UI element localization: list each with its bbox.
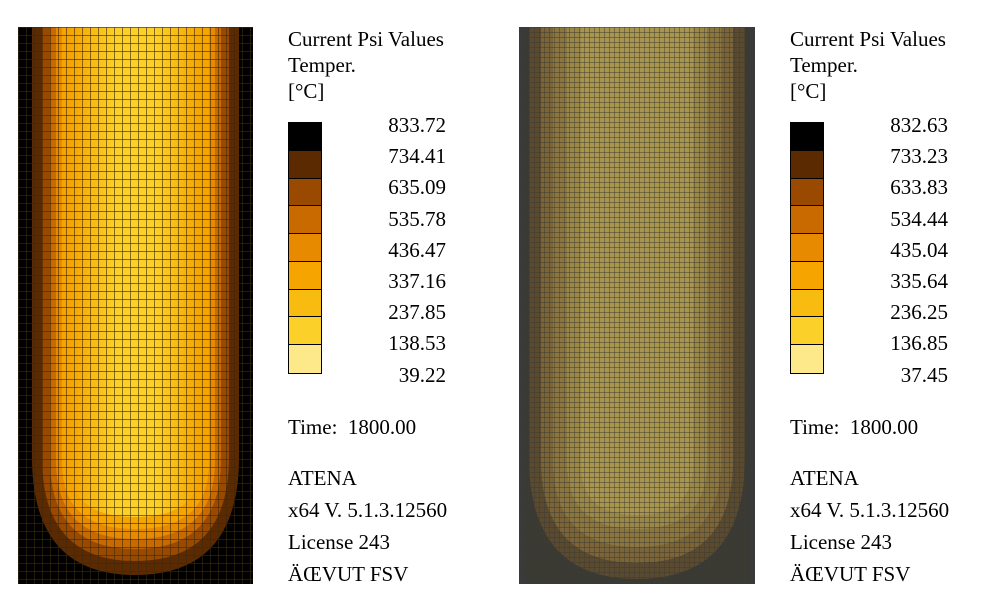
scale-value: 335.64 xyxy=(890,268,948,293)
legend-title: Current Psi Values Temper. [°C] xyxy=(288,26,498,104)
license-text: License 243 xyxy=(790,530,893,554)
temperature-field-plot-right xyxy=(519,27,755,584)
scale-value: 236.25 xyxy=(890,300,948,325)
time-value: 1800.00 xyxy=(849,415,919,439)
scale-value: 435.04 xyxy=(890,237,948,262)
time-value: 1800.00 xyxy=(347,415,417,439)
color-scale-labels: 832.63 733.23 633.83 534.44 435.04 335.6… xyxy=(850,110,980,391)
color-scale-swatch xyxy=(791,317,823,346)
color-scale-bar xyxy=(288,122,322,374)
scale-value: 734.41 xyxy=(388,144,446,169)
scale-value: 39.22 xyxy=(398,362,446,387)
software-info: ATENA x64 V. 5.1.3.12560 License 243 ÄŒV… xyxy=(790,462,949,590)
color-scale: 832.63 733.23 633.83 534.44 435.04 335.6… xyxy=(790,113,990,387)
legend-title-line: Current Psi Values xyxy=(790,27,946,51)
legend-quantity-line: Temper. xyxy=(288,53,356,77)
color-scale-swatch xyxy=(289,206,321,235)
color-scale-swatch xyxy=(289,234,321,262)
color-scale-bar xyxy=(790,122,824,374)
temperature-field-plot-left xyxy=(18,27,253,584)
color-scale-swatch xyxy=(289,345,321,373)
mesh-grid xyxy=(519,27,755,584)
scale-value: 534.44 xyxy=(890,206,948,231)
left-edge xyxy=(519,27,525,584)
scale-value: 138.53 xyxy=(388,331,446,356)
software-version: x64 V. 5.1.3.12560 xyxy=(790,498,950,522)
color-scale-swatch xyxy=(791,178,823,207)
time-readout: Time: 1800.00 xyxy=(288,414,416,440)
legend-quantity-line: Temper. xyxy=(790,53,858,77)
scale-value: 633.83 xyxy=(890,175,948,200)
software-name: ATENA xyxy=(288,466,357,490)
mesh-svg-right xyxy=(519,27,755,584)
color-scale-swatch xyxy=(289,261,321,290)
scale-value: 37.45 xyxy=(900,362,948,387)
color-scale-swatch xyxy=(791,289,823,318)
scale-value: 635.09 xyxy=(388,175,446,200)
color-scale-swatch xyxy=(289,317,321,346)
scale-value: 535.78 xyxy=(388,206,446,231)
scale-value: 237.85 xyxy=(388,300,446,325)
color-scale-swatch xyxy=(791,150,823,179)
software-info: ATENA x64 V. 5.1.3.12560 License 243 ÄŒV… xyxy=(288,462,447,590)
legend-title: Current Psi Values Temper. [°C] xyxy=(790,26,1000,104)
color-scale-swatch xyxy=(791,206,823,235)
scale-value: 833.72 xyxy=(388,113,446,137)
color-scale-swatch xyxy=(791,345,823,373)
time-label: Time: xyxy=(790,415,840,439)
licensee-text: ÄŒVUT FSV xyxy=(790,562,911,586)
color-scale-swatch xyxy=(289,150,321,179)
software-version: x64 V. 5.1.3.12560 xyxy=(288,498,448,522)
color-scale-swatch xyxy=(289,289,321,318)
scale-value: 436.47 xyxy=(388,237,446,262)
legend-unit-line: [°C] xyxy=(288,79,325,103)
time-readout: Time: 1800.00 xyxy=(790,414,918,440)
color-scale-swatch xyxy=(289,178,321,207)
color-scale-swatch xyxy=(791,261,823,290)
scale-value: 136.85 xyxy=(890,331,948,356)
scale-value: 337.16 xyxy=(388,268,446,293)
legend-title-line: Current Psi Values xyxy=(288,27,444,51)
color-scale-swatch xyxy=(289,123,321,151)
right-edge xyxy=(749,27,755,584)
scale-value: 733.23 xyxy=(890,144,948,169)
scale-value: 832.63 xyxy=(890,113,948,137)
color-scale: 833.72 734.41 635.09 535.78 436.47 337.1… xyxy=(288,113,488,387)
color-scale-swatch xyxy=(791,123,823,151)
mesh-svg-left xyxy=(18,27,253,584)
legend-unit-line: [°C] xyxy=(790,79,827,103)
licensee-text: ÄŒVUT FSV xyxy=(288,562,409,586)
time-label: Time: xyxy=(288,415,338,439)
legend-panel-right: Current Psi Values Temper. [°C] 832.63 7… xyxy=(790,26,1000,586)
license-text: License 243 xyxy=(288,530,391,554)
legend-panel-left: Current Psi Values Temper. [°C] 833.72 7… xyxy=(288,26,498,586)
color-scale-labels: 833.72 734.41 635.09 535.78 436.47 337.1… xyxy=(348,110,478,391)
software-name: ATENA xyxy=(790,466,859,490)
color-scale-swatch xyxy=(791,234,823,262)
mesh-grid xyxy=(18,27,253,584)
